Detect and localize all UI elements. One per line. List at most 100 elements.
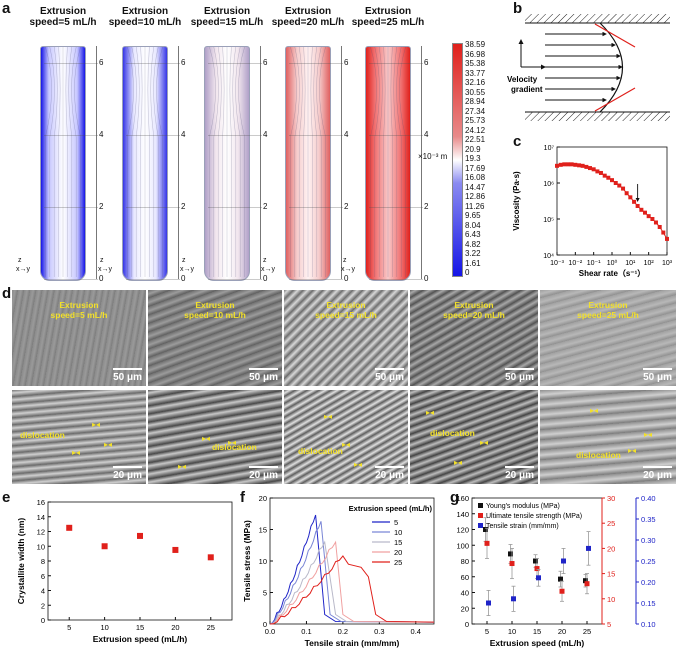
grid-line (126, 135, 180, 136)
y-left-tick-label: 120 (456, 526, 469, 535)
scale-bar-50um: 50 μm (643, 368, 672, 383)
z-tick-label: 4 (344, 130, 349, 139)
dislocation-arrow-icon: ▸◂ (324, 412, 333, 421)
x-tick-label: 0.1 (301, 627, 311, 636)
series-point (558, 576, 563, 582)
scale-bar-50um: 50 μm (375, 368, 404, 383)
scale-line (505, 368, 534, 370)
y-right2-tick-label: 0.25 (641, 557, 656, 566)
viscosity-point (617, 183, 622, 188)
legend-label: Ultimate tensile strength (MPa) (486, 513, 582, 520)
top-tangent (594, 23, 636, 48)
stress-strain-series-15 (269, 540, 435, 625)
y-tick-label: 10⁶ (543, 181, 554, 188)
y-tick-label: 14 (37, 513, 45, 522)
speed-line1: Extrusion (588, 300, 628, 310)
colorbar-tick-label: 17.69 (465, 163, 486, 173)
colorbar-tick-label: 28.94 (465, 97, 486, 106)
streamline (232, 47, 237, 277)
series-point (486, 600, 491, 606)
viscosity-point (584, 164, 589, 169)
dislocation-arrow-icon: ▸◂ (354, 460, 363, 469)
streamline (45, 47, 52, 277)
y-tick-label: 8 (41, 557, 45, 566)
viscosity-point (646, 214, 651, 219)
sem-image-top: Extrusion speed=15 mL/h 50 μm (284, 290, 408, 386)
y-left-tick-label: 80 (461, 557, 469, 566)
panel-label-e: e (2, 489, 11, 506)
panel-label-f: f (240, 489, 245, 506)
streamline (71, 47, 77, 277)
colorbar-tick-label: 8.04 (465, 220, 481, 230)
y-tick-label: 0 (41, 616, 45, 625)
y-right2-tick-label: 0.35 (641, 515, 656, 524)
sem-image-top: Extrusion speed=5 mL/h 50 μm (12, 290, 146, 386)
streamline (294, 47, 300, 277)
title-line2: speed=20 mL/h (271, 17, 345, 28)
colorbar-tick-label: 24.12 (465, 125, 486, 135)
y-right2-tick-label: 0.10 (641, 620, 656, 629)
streamline (68, 47, 73, 277)
x-tick-label: 25 (207, 623, 215, 632)
y-tick-label: 10⁴ (543, 253, 554, 260)
streamline (217, 47, 222, 277)
title-line1: Extrusion (39, 6, 87, 17)
viscosity-point (577, 163, 582, 168)
y-left-tick-label: 100 (456, 541, 469, 550)
dislocation-label: dislocation (20, 430, 65, 440)
flow-tube (204, 46, 250, 281)
colorbar-tick-label: 1.61 (465, 258, 481, 268)
viscosity-point (639, 207, 644, 212)
panel-a-title: Extrusion speed=20 mL/h (267, 6, 349, 28)
axis-glyph-z: z (100, 257, 104, 264)
x-tick-label: 20 (558, 627, 566, 636)
y-left-tick-label: 40 (461, 589, 469, 598)
axis-glyph-xy: x→y (341, 266, 355, 273)
streamline (383, 47, 386, 277)
z-tick-label: 4 (99, 130, 104, 139)
panel-a-title: Extrusion speed=25 mL/h (347, 6, 429, 28)
title-line1: Extrusion (203, 6, 251, 17)
x-axis-label: Shear rate（s⁻¹） (579, 268, 645, 278)
y-right1-tick-label: 5 (607, 620, 611, 629)
viscosity-point (621, 186, 626, 191)
viscosity-point (595, 169, 600, 174)
axis-glyph-xy: x→y (16, 266, 30, 273)
grid-line (44, 135, 98, 136)
x-tick-label: 10¹ (625, 260, 636, 267)
y-right1-tick-label: 15 (607, 570, 615, 579)
streamlines (370, 47, 406, 277)
title-line1: Extrusion (364, 6, 412, 17)
grid-line (126, 207, 180, 208)
crystallite-point (66, 524, 73, 531)
streamlines (290, 47, 326, 277)
scale-line (375, 466, 404, 468)
legend-label: 25 (394, 558, 402, 567)
sem-image-bottom: 20 μm dislocation ▸◂ ▸◂ ▸◂ (284, 390, 408, 484)
grid-line (369, 279, 423, 280)
sem-speed-label: Extrusion speed=15 mL/h (284, 300, 408, 320)
axis-glyph-xy: x→y (180, 266, 194, 273)
streamlines (209, 47, 245, 277)
z-tick-label: 4 (424, 130, 429, 139)
sem-image-bottom: 20 μm dislocation ▸◂ ▸◂ ▸◂ (540, 390, 676, 484)
stress-strain-series-20 (269, 540, 435, 625)
z-tick-label: 6 (99, 58, 104, 67)
dislocation-arrow-icon: ▸◂ (480, 438, 489, 447)
streamline (147, 47, 150, 277)
flow-tube (122, 46, 168, 281)
panel-label-b: b (513, 0, 523, 17)
scale-text: 50 μm (113, 372, 142, 383)
viscosity-point (657, 224, 662, 229)
x-axis-label: Extrusion speed (mL/h) (93, 634, 188, 644)
colorbar-unit: ×10⁻³ m (418, 152, 448, 161)
scale-text: 20 μm (249, 470, 278, 481)
x-tick-label: 0.4 (411, 627, 421, 636)
colorbar-tick-label: 14.47 (465, 182, 486, 192)
series-point (534, 566, 540, 572)
y-right2-tick-label: 0.20 (641, 578, 656, 587)
y-right1-tick-label: 30 (607, 494, 615, 503)
streamline (370, 47, 377, 277)
colorbar-tick-label: 32.16 (465, 78, 486, 87)
series-point (484, 540, 490, 546)
